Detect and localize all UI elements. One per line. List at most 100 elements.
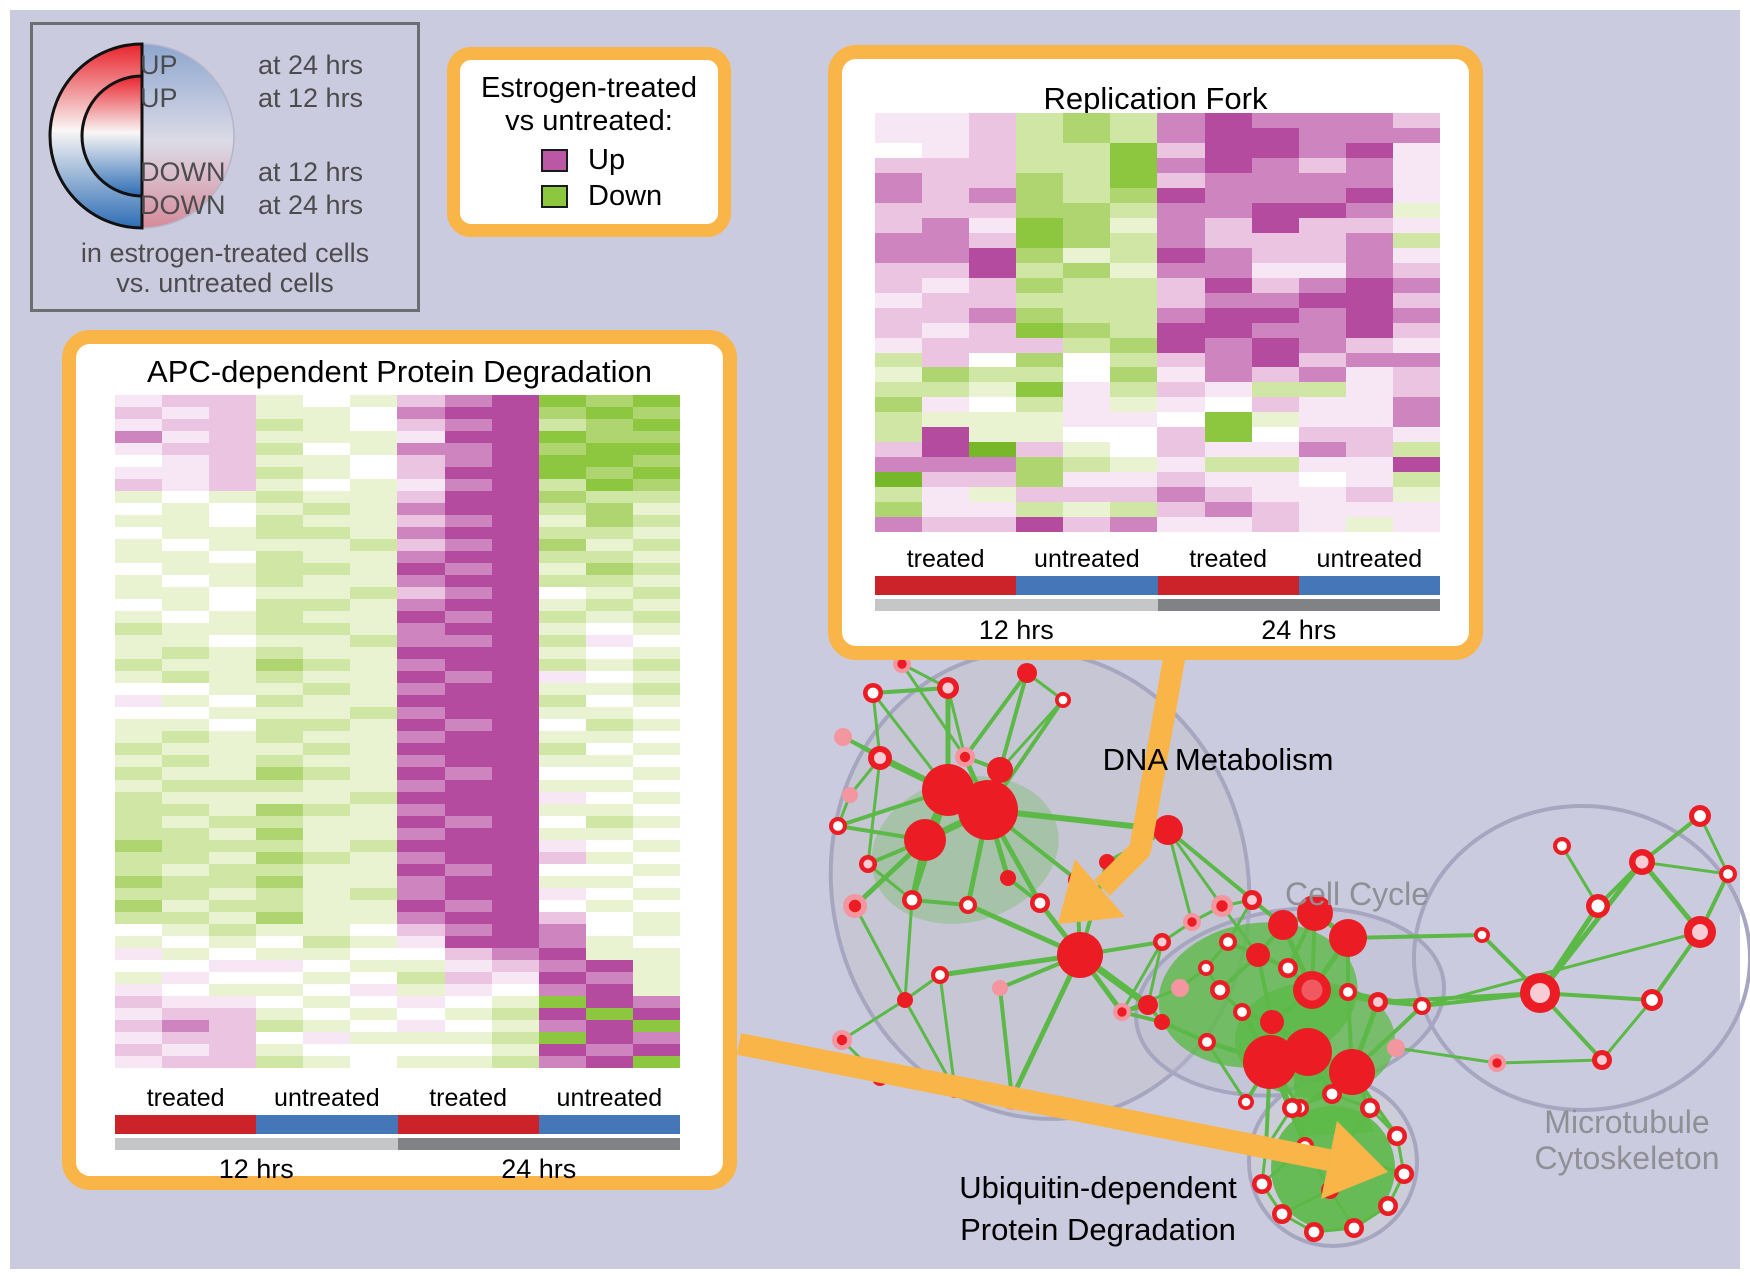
heatmap-cell xyxy=(875,457,923,473)
heatmap-cell xyxy=(115,623,163,636)
heatmap-row xyxy=(115,479,680,492)
heatmap-row xyxy=(115,671,680,684)
network-node-center xyxy=(1597,1055,1607,1065)
heatmap-cell xyxy=(350,815,398,828)
heatmap-cell xyxy=(162,959,210,972)
heatmap-cell xyxy=(491,527,539,540)
heatmap-cell xyxy=(1063,502,1111,518)
cluster-microtubule-cytoskeleton xyxy=(1412,804,1750,1112)
heatmap-cell xyxy=(444,623,492,636)
heatmap-cell xyxy=(1016,457,1064,473)
heatmap-cell xyxy=(1063,397,1111,413)
condition-segment xyxy=(875,576,1017,595)
heatmap-cell xyxy=(1016,202,1064,218)
heatmap-cell xyxy=(538,899,586,912)
heatmap-cell xyxy=(1157,262,1205,278)
network-edge xyxy=(1205,1040,1248,1104)
heatmap-cell xyxy=(585,815,633,828)
cell-cycle-label: Cell Cycle xyxy=(1284,876,1430,912)
time-segment xyxy=(1157,599,1440,611)
heatmap-cell xyxy=(632,467,680,480)
heatmap-cell xyxy=(256,527,304,540)
heatmap-cell xyxy=(209,887,257,900)
heatmap-cell xyxy=(585,767,633,780)
heatmap-cell xyxy=(303,731,351,744)
heatmap-cell xyxy=(585,755,633,768)
heatmap-cell xyxy=(115,671,163,684)
heatmap-cell xyxy=(632,695,680,708)
heatmap-cell xyxy=(303,743,351,756)
heatmap-cell xyxy=(969,412,1017,428)
heatmap-cell xyxy=(162,455,210,468)
heatmap-cell xyxy=(256,779,304,792)
heatmap-cell xyxy=(256,395,304,408)
heatmap-cell xyxy=(115,719,163,732)
heatmap-cell xyxy=(632,899,680,912)
time-segment xyxy=(397,1138,680,1150)
network-node-center xyxy=(1477,930,1487,940)
heatmap-cell xyxy=(444,935,492,948)
heatmap-cell xyxy=(1392,172,1440,188)
microtubule-label-line2: Cytoskeleton xyxy=(1534,1140,1720,1176)
heatmap-cell xyxy=(875,127,923,143)
heatmap-cell xyxy=(209,443,257,456)
heatmap-cell xyxy=(1345,247,1393,263)
heatmap-cell xyxy=(115,1007,163,1020)
network-node xyxy=(958,780,1018,840)
heatmap-cell xyxy=(256,599,304,612)
heatmap-cell xyxy=(1157,142,1205,158)
heatmap-cell xyxy=(969,367,1017,383)
heatmap-row xyxy=(875,457,1440,473)
heatmap-cell xyxy=(538,515,586,528)
heatmap-cell xyxy=(162,731,210,744)
heatmap-cell xyxy=(1392,457,1440,473)
heatmap-cell xyxy=(303,995,351,1008)
heatmap-cell xyxy=(585,563,633,576)
heatmap-cell xyxy=(538,791,586,804)
heatmap-cell xyxy=(350,995,398,1008)
heatmap-cell xyxy=(922,502,970,518)
heatmap-row xyxy=(115,935,680,948)
network-node-center xyxy=(1286,1102,1298,1114)
time-segment xyxy=(115,1138,398,1150)
network-edge xyxy=(1146,940,1164,1007)
replication-fork-condition-bar xyxy=(875,576,1440,595)
heatmap-cell xyxy=(162,671,210,684)
heatmap-cell xyxy=(209,1055,257,1068)
heatmap-cell xyxy=(162,515,210,528)
heatmap-cell xyxy=(303,935,351,948)
heatmap-cell xyxy=(256,971,304,984)
heatmap-cell xyxy=(1204,517,1252,533)
heatmap-cell xyxy=(350,635,398,648)
heatmap-cell xyxy=(397,1007,445,1020)
heatmap-cell xyxy=(256,491,304,504)
heatmap-cell xyxy=(1110,322,1158,338)
heatmap-cell xyxy=(1110,157,1158,173)
replication-fork-heatmap xyxy=(875,113,1440,533)
heatmap-cell xyxy=(444,503,492,516)
heatmap-cell xyxy=(444,707,492,720)
heatmap-cell xyxy=(1298,367,1346,383)
heatmap-cell xyxy=(1063,113,1111,128)
heatmap-row xyxy=(115,431,680,444)
heatmap-cell xyxy=(162,443,210,456)
heatmap-cell xyxy=(350,587,398,600)
heatmap-cell xyxy=(444,599,492,612)
heatmap-cell xyxy=(162,947,210,960)
network-node xyxy=(1171,979,1189,997)
heatmap-cell xyxy=(115,731,163,744)
heatmap-cell xyxy=(256,551,304,564)
heatmap-cell xyxy=(875,277,923,293)
network-node-center xyxy=(1241,1097,1251,1107)
network-node xyxy=(1057,932,1103,978)
heatmap-cell xyxy=(1016,337,1064,353)
heatmap-cell xyxy=(1016,292,1064,308)
heatmap-cell xyxy=(303,539,351,552)
network-node xyxy=(1329,1049,1375,1095)
heatmap-cell xyxy=(491,695,539,708)
heatmap-cell xyxy=(969,382,1017,398)
apc-title: APC-dependent Protein Degradation xyxy=(147,354,652,389)
heatmap-cell xyxy=(1251,127,1299,143)
heatmap-cell xyxy=(115,1031,163,1044)
heatmap-cell xyxy=(632,539,680,552)
